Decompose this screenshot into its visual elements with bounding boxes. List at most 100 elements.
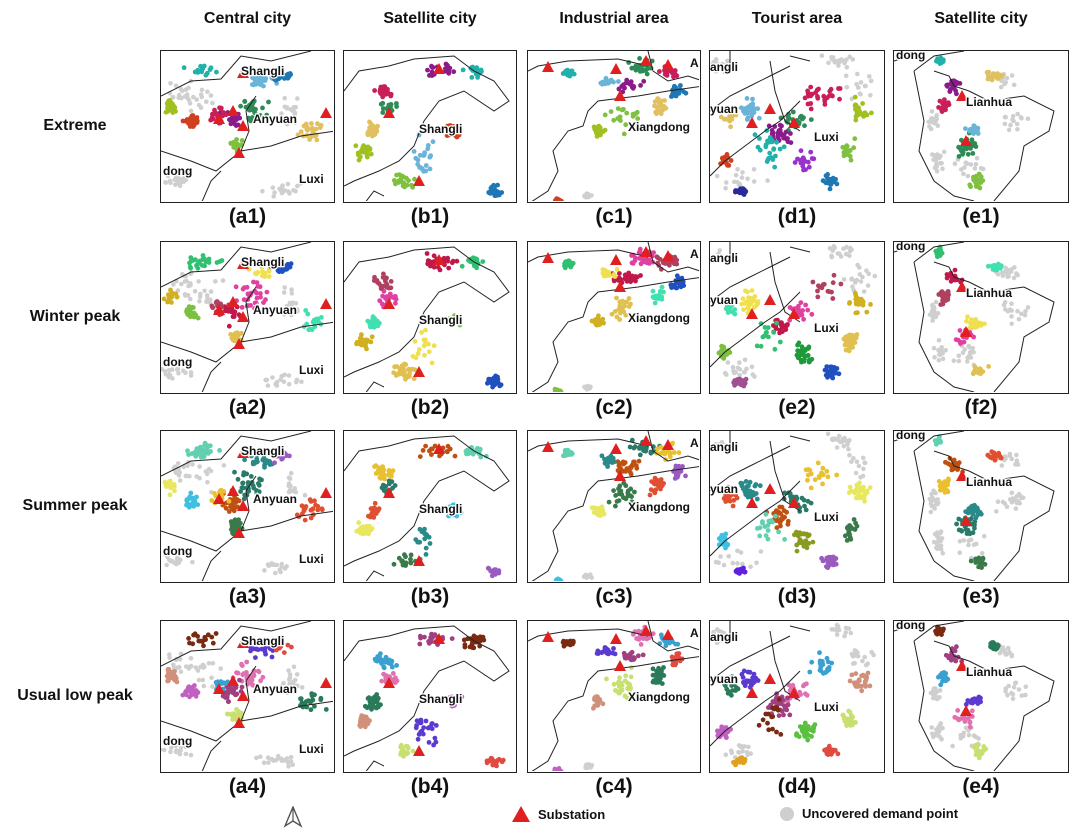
uncovered-demand-point xyxy=(965,359,970,364)
uncovered-demand-point xyxy=(168,81,173,86)
uncovered-demand-point xyxy=(273,570,278,576)
covered-demand-point xyxy=(963,527,969,532)
covered-demand-point xyxy=(226,699,231,704)
uncovered-demand-point xyxy=(589,575,594,580)
uncovered-demand-point xyxy=(201,665,206,670)
covered-demand-point xyxy=(414,718,420,724)
uncovered-demand-point xyxy=(172,560,177,566)
covered-demand-point xyxy=(377,475,383,481)
covered-demand-point xyxy=(355,528,361,533)
covered-demand-point xyxy=(380,464,385,469)
uncovered-demand-point xyxy=(714,173,720,179)
covered-demand-point xyxy=(421,153,426,158)
uncovered-demand-point xyxy=(1016,316,1022,322)
uncovered-demand-point xyxy=(1003,80,1008,85)
substation-marker xyxy=(956,281,968,292)
substation-marker xyxy=(233,338,245,349)
uncovered-demand-point xyxy=(196,279,201,284)
region-boundary xyxy=(344,625,510,757)
uncovered-demand-point xyxy=(176,95,181,100)
region-boundary xyxy=(365,381,385,392)
covered-demand-point xyxy=(622,460,628,465)
covered-demand-point xyxy=(978,511,984,517)
covered-demand-point xyxy=(450,510,456,515)
region-boundary xyxy=(710,480,801,557)
covered-demand-point xyxy=(255,284,261,289)
covered-demand-point xyxy=(362,342,368,348)
covered-demand-point xyxy=(621,480,627,486)
covered-demand-point xyxy=(202,448,208,454)
covered-demand-point xyxy=(736,188,742,193)
covered-demand-point xyxy=(837,86,843,91)
covered-demand-point xyxy=(744,96,750,101)
covered-demand-point xyxy=(232,517,238,523)
substation-marker xyxy=(542,252,554,263)
uncovered-demand-point xyxy=(188,296,193,302)
covered-demand-point xyxy=(970,509,975,515)
place-label-xiangdong: Xiangdong xyxy=(628,120,690,134)
uncovered-demand-point xyxy=(928,509,934,515)
covered-demand-point xyxy=(763,144,769,150)
covered-demand-point xyxy=(726,348,731,353)
uncovered-demand-point xyxy=(186,666,192,671)
covered-demand-point xyxy=(413,537,419,542)
covered-demand-point xyxy=(248,645,254,650)
covered-demand-point xyxy=(617,271,622,276)
uncovered-demand-point xyxy=(186,85,191,91)
map-panel-1-5: Lianhua dong xyxy=(893,50,1069,203)
covered-demand-point xyxy=(393,300,398,306)
substation-marker xyxy=(213,113,225,124)
covered-demand-point xyxy=(451,69,457,75)
covered-demand-point xyxy=(602,112,608,118)
covered-demand-point xyxy=(237,710,242,716)
covered-demand-point xyxy=(739,569,745,574)
covered-demand-point xyxy=(485,380,490,386)
covered-demand-point xyxy=(943,481,949,487)
uncovered-demand-point xyxy=(169,745,174,750)
covered-demand-point xyxy=(652,490,658,496)
covered-demand-point xyxy=(253,300,259,306)
covered-demand-point xyxy=(354,341,359,347)
covered-demand-point xyxy=(825,175,830,181)
uncovered-demand-point xyxy=(188,370,194,375)
covered-demand-point xyxy=(228,332,234,337)
covered-demand-point xyxy=(794,542,800,548)
covered-demand-point xyxy=(617,306,623,312)
uncovered-demand-point xyxy=(178,669,184,674)
uncovered-demand-point xyxy=(175,555,180,560)
substation-marker xyxy=(237,67,249,78)
region-boundary xyxy=(913,242,965,263)
covered-demand-point xyxy=(675,641,681,647)
covered-demand-point xyxy=(594,506,600,512)
covered-demand-point xyxy=(319,315,324,320)
uncovered-demand-point xyxy=(732,179,737,185)
covered-demand-point xyxy=(808,149,814,155)
covered-demand-point xyxy=(363,528,368,533)
covered-demand-point xyxy=(847,346,852,351)
substation-marker xyxy=(764,483,776,494)
uncovered-demand-point xyxy=(733,172,739,178)
uncovered-demand-point xyxy=(827,246,833,251)
covered-demand-point xyxy=(261,455,267,461)
uncovered-demand-point xyxy=(281,312,287,317)
panel-label: (f2) xyxy=(964,396,998,419)
uncovered-demand-point xyxy=(835,437,841,443)
covered-demand-point xyxy=(266,99,271,105)
covered-demand-point xyxy=(437,453,442,459)
covered-demand-point xyxy=(658,444,664,450)
covered-demand-point xyxy=(796,340,802,346)
covered-demand-point xyxy=(358,341,364,347)
uncovered-demand-point xyxy=(724,180,729,185)
covered-demand-point xyxy=(965,151,971,157)
covered-demand-point xyxy=(294,512,300,518)
covered-demand-point xyxy=(218,488,224,494)
uncovered-demand-point xyxy=(862,460,867,465)
covered-demand-point xyxy=(674,273,680,279)
substation-marker xyxy=(662,439,674,450)
covered-demand-point xyxy=(763,511,769,517)
uncovered-demand-point xyxy=(165,173,171,179)
covered-demand-point xyxy=(370,127,376,132)
